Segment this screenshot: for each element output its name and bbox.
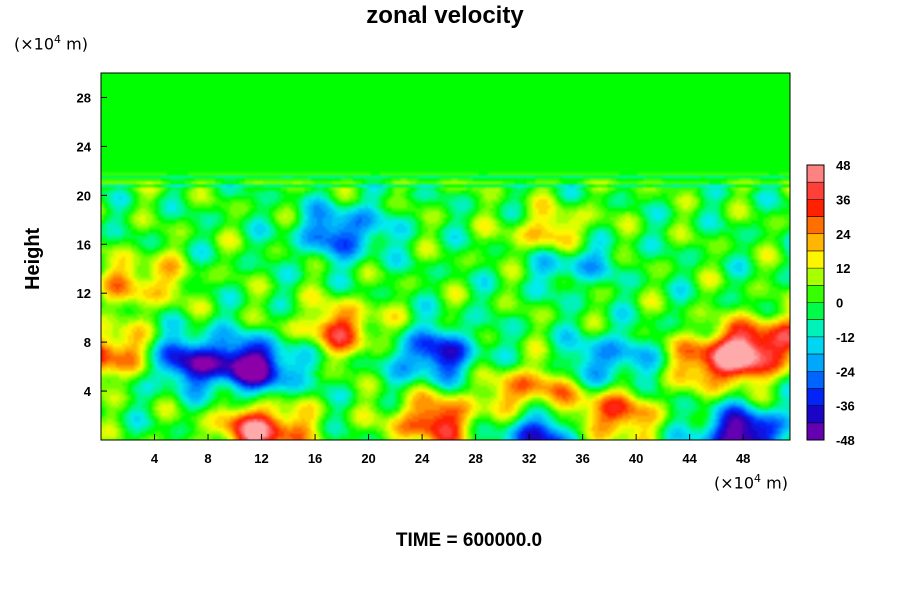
plot-frame [100, 72, 791, 441]
y-tick-label: 28 [77, 90, 91, 105]
colorbar-tick-label: -36 [836, 399, 855, 414]
colorbar-band [807, 285, 824, 303]
colorbar-band [807, 388, 824, 407]
x-tick-label: 20 [361, 451, 375, 466]
colorbar-band [807, 354, 824, 372]
x-tick-label: 4 [151, 451, 159, 466]
colorbar-band [807, 371, 824, 389]
colorbar-frame [806, 164, 825, 441]
time-label: TIME = 600000.0 [395, 530, 543, 551]
y-unit-base: (×10 [14, 34, 55, 54]
colorbar-band [807, 268, 824, 286]
x-unit-base: (×10 [714, 473, 755, 493]
x-tick-label: 8 [204, 451, 211, 466]
x-axis: 4 8 12 16 20 24 28 32 36 40 44 48 [151, 434, 750, 466]
colorbar-band [807, 233, 824, 252]
colorbar-band [807, 250, 824, 269]
colorbar-tick-label: -12 [836, 330, 855, 345]
colorbar-band [807, 165, 824, 183]
heatmap-field [101, 73, 790, 440]
colorbar-band [807, 422, 824, 441]
colorbar-band [807, 336, 824, 355]
plot-area [101, 73, 790, 440]
y-axis: 4 8 12 16 20 24 28 [77, 90, 107, 399]
x-tick-label: 32 [522, 451, 536, 466]
x-tick-label: 24 [415, 451, 430, 466]
y-tick-label: 4 [84, 384, 92, 399]
y-tick-label: 24 [77, 139, 92, 154]
x-tick-label: 12 [254, 451, 268, 466]
x-unit-exponent: 4 [754, 472, 762, 485]
colorbar-band [807, 182, 824, 200]
colorbar-tick-label: 48 [836, 158, 850, 173]
x-tick-label: 36 [575, 451, 589, 466]
x-axis-unit: (×104 m) [714, 472, 788, 492]
colorbar-band [807, 319, 824, 338]
x-tick-label: 44 [682, 451, 697, 466]
colorbar-band [807, 216, 824, 235]
colorbar-tick-label: -48 [836, 433, 855, 448]
x-tick-label: 48 [736, 451, 750, 466]
colorbar-tick-label: -24 [836, 364, 856, 379]
colorbar-tick-label: 12 [836, 261, 850, 276]
x-unit-suffix: m) [761, 473, 788, 493]
colorbar-tick-label: 0 [836, 296, 843, 311]
y-tick-label: 16 [77, 237, 91, 252]
x-tick-label: 16 [308, 451, 322, 466]
colorbar-band [807, 199, 824, 217]
y-axis-unit: (×104 m) [14, 33, 88, 53]
x-tick-label: 40 [629, 451, 643, 466]
y-tick-label: 12 [77, 286, 91, 301]
y-unit-exponent: 4 [54, 33, 62, 46]
colorbar-band [807, 405, 824, 424]
x-tick-label: 28 [468, 451, 482, 466]
colorbar-band [807, 302, 824, 321]
y-tick-label: 8 [84, 335, 91, 350]
y-unit-suffix: m) [61, 34, 88, 54]
colorbar-tick-label: 36 [836, 192, 850, 207]
chart-title: zonal velocity [366, 2, 524, 29]
colorbar-tick-label: 24 [836, 227, 851, 242]
y-tick-label: 20 [77, 188, 91, 203]
colorbar: -48 -36 -24 -12 0 12 24 36 48 [806, 158, 856, 448]
